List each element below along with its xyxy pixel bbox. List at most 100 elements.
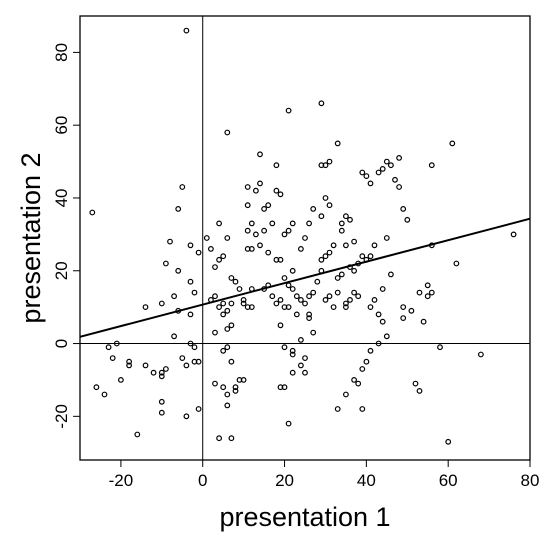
data-point [289,347,296,354]
data-point [212,380,218,387]
data-point [273,162,280,169]
data-point [183,27,190,34]
data-point [113,340,120,347]
data-point [277,384,284,391]
data-point [449,140,456,147]
data-point [298,337,304,343]
data-point [224,344,231,351]
data-point [101,391,108,398]
data-point [416,388,423,394]
data-point [195,406,202,412]
data-point [248,220,255,227]
data-point [306,293,313,300]
data-point [248,286,255,292]
data-point [343,304,349,311]
data-point [420,318,427,325]
x-tick-label: -20 [109,471,134,490]
data-point [363,256,370,263]
data-point [347,297,353,303]
data-point [224,326,231,332]
data-point [216,256,223,263]
data-point [191,344,198,351]
data-point [265,282,272,289]
data-point [236,286,243,292]
data-point [359,253,366,260]
data-point [428,242,435,249]
data-point [162,260,169,267]
data-point [167,238,173,245]
data-point [175,307,182,314]
y-tick-label: 60 [52,116,71,135]
y-tick-label: 20 [52,261,71,280]
data-point [277,256,284,263]
data-point [216,220,223,227]
data-point [289,286,296,292]
data-point [343,242,349,249]
data-point [257,151,263,158]
y-tick-label: 0 [52,339,71,348]
data-point [424,282,431,289]
x-tick-label: 20 [275,471,294,490]
data-point [302,369,308,376]
data-point [228,435,235,442]
data-point [212,293,218,300]
data-point [367,180,374,187]
data-point [437,344,443,351]
data-point [273,187,280,194]
data-point [224,391,231,398]
data-point [281,275,288,281]
data-point [322,195,329,201]
data-point [224,129,231,136]
y-tick-label: 40 [52,189,71,208]
data-point [158,300,165,307]
data-point [117,377,124,383]
data-point [244,184,251,190]
data-point [375,169,382,176]
data-point [355,293,362,300]
data-point [355,380,362,387]
data-point [371,297,378,303]
data-point [314,278,321,285]
data-point [285,304,292,311]
data-point [212,264,218,271]
data-point [109,355,116,362]
data-point [310,289,317,296]
data-point [220,347,227,354]
data-point [265,249,272,256]
x-tick-label: 0 [198,471,207,490]
data-point [347,216,353,223]
x-tick-label: 60 [439,471,458,490]
data-point [220,384,227,391]
data-point [355,260,362,267]
data-point [510,231,517,238]
data-point [318,256,325,263]
plot-frame [79,15,531,461]
data-point [388,162,394,169]
data-point [252,231,259,238]
data-point [220,253,227,260]
data-point [134,431,141,438]
data-point [126,358,133,365]
data-point [351,267,358,274]
data-point [428,289,435,296]
data-point [334,275,341,281]
data-point [105,344,112,351]
data-point [445,438,452,445]
data-point [281,231,288,238]
data-point [408,307,415,314]
data-point [248,245,255,252]
data-point [293,293,300,300]
data-point [412,380,419,387]
data-point [158,398,165,405]
data-point [326,293,333,300]
data-point [383,158,390,165]
data-point [142,304,149,311]
data-point [244,202,251,209]
data-point [334,140,341,147]
data-point [400,315,407,322]
plot-area [79,15,531,461]
data-point [158,369,165,376]
data-point [306,311,313,318]
data-point [212,329,218,336]
data-point [150,369,157,376]
